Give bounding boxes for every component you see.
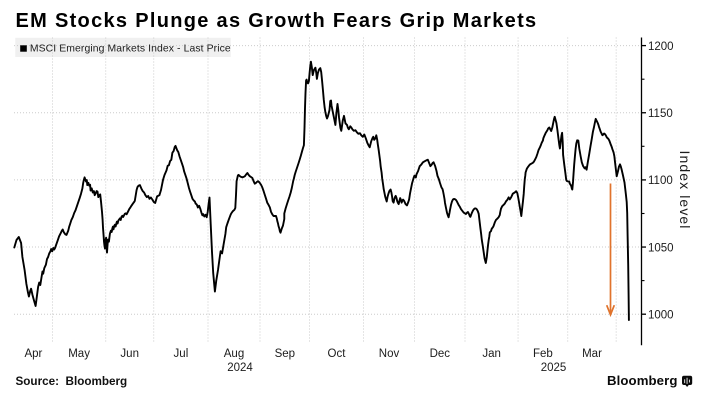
svg-text:Dec: Dec xyxy=(430,348,451,360)
svg-text:1000: 1000 xyxy=(648,309,674,321)
svg-text:1150: 1150 xyxy=(648,108,673,120)
svg-text:Oct: Oct xyxy=(328,348,347,360)
svg-text:Aug: Aug xyxy=(224,348,244,360)
svg-text:Jul: Jul xyxy=(174,348,189,360)
svg-text:Jun: Jun xyxy=(120,348,139,360)
svg-text:Feb: Feb xyxy=(533,348,553,360)
svg-text:MSCI Emerging Markets Index -: MSCI Emerging Markets Index - Last Price xyxy=(30,43,231,54)
svg-text:Apr: Apr xyxy=(24,348,42,360)
svg-text:2025: 2025 xyxy=(541,362,567,374)
svg-text:1200: 1200 xyxy=(648,41,674,53)
svg-text:Mar: Mar xyxy=(582,348,602,360)
svg-text:1050: 1050 xyxy=(648,242,674,254)
svg-text:Jan: Jan xyxy=(482,348,501,360)
svg-text:May: May xyxy=(68,348,90,360)
svg-text:2024: 2024 xyxy=(227,362,253,374)
svg-text:Index level: Index level xyxy=(677,150,693,229)
svg-text:Nov: Nov xyxy=(379,348,400,360)
svg-text:Sep: Sep xyxy=(275,348,295,360)
svg-text:1100: 1100 xyxy=(648,175,673,187)
